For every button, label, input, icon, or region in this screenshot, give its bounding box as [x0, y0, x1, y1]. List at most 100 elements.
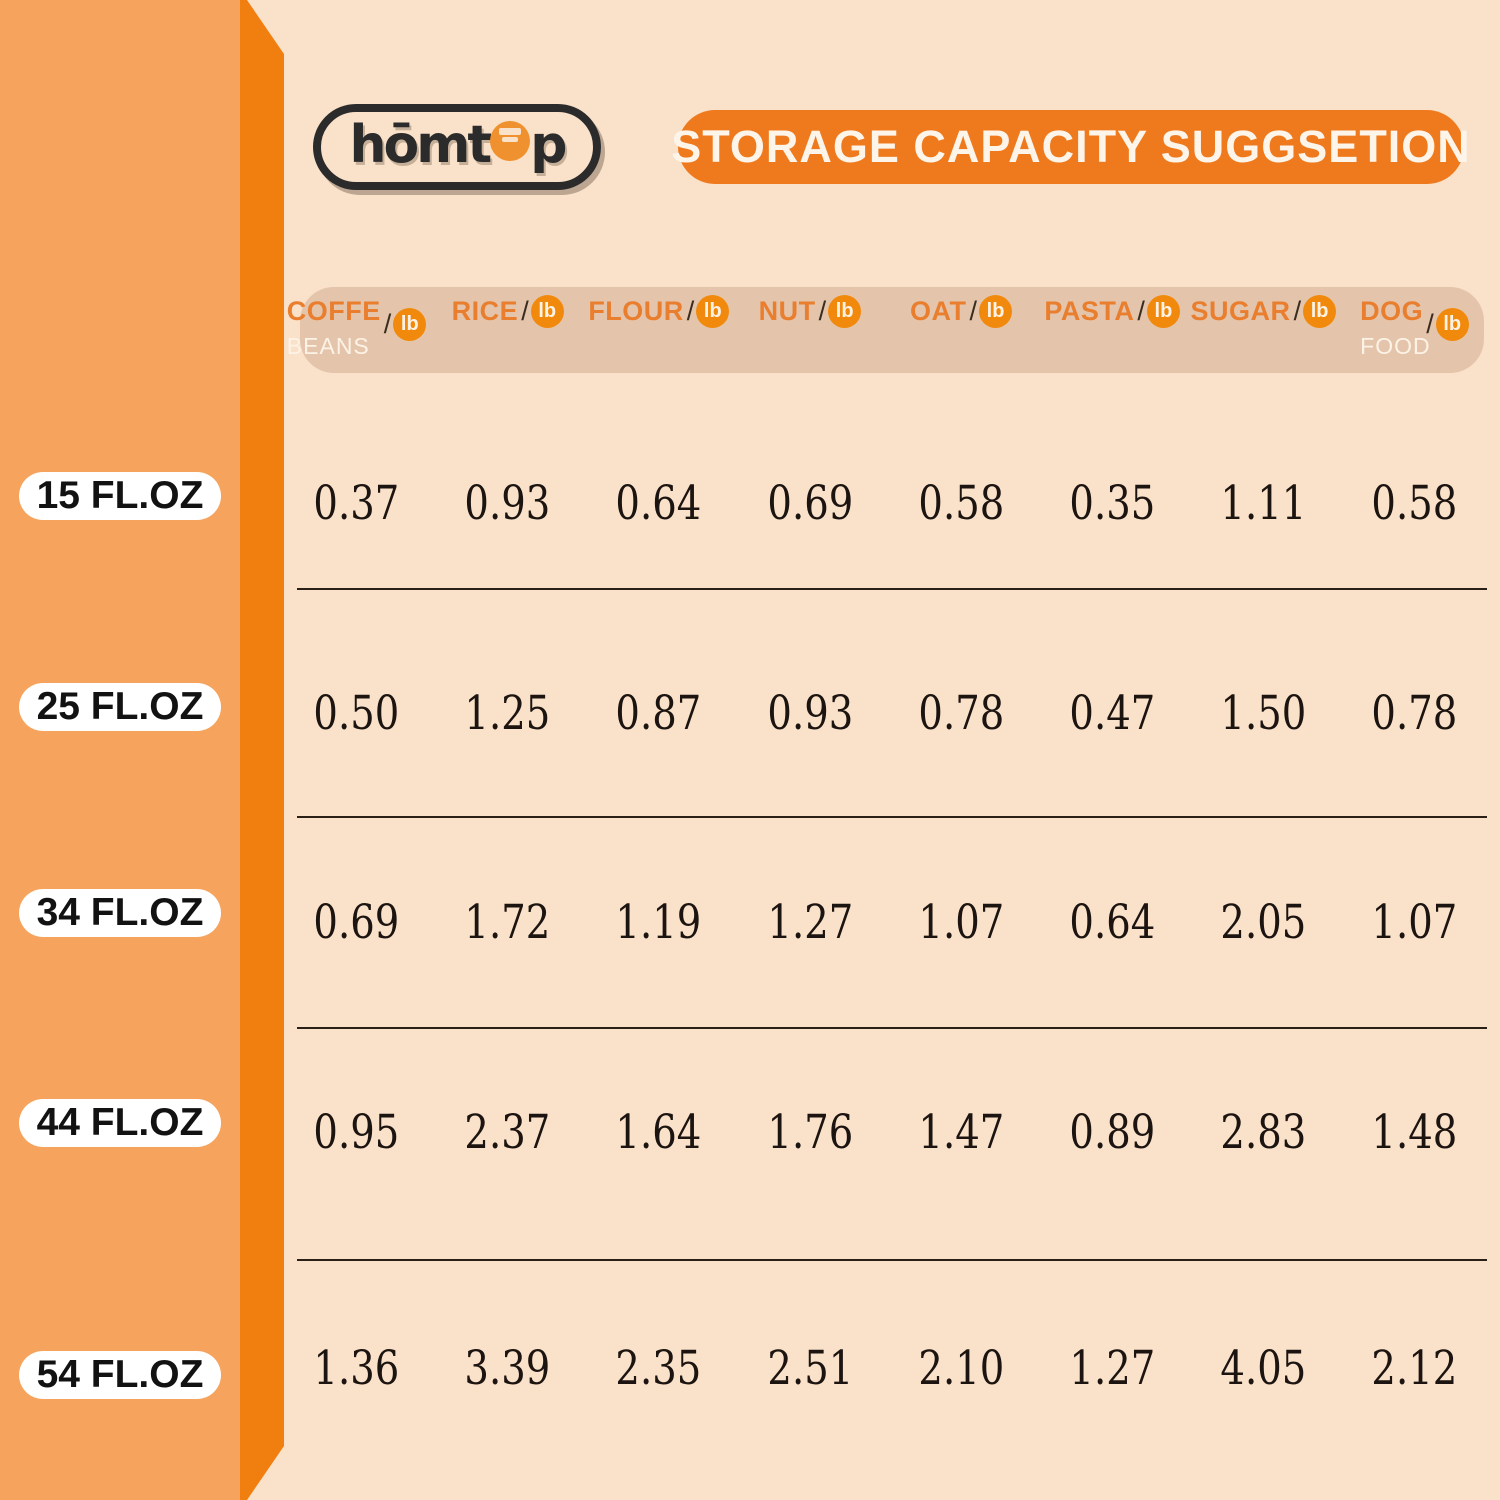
slash-separator: /: [1137, 296, 1145, 326]
table-cell: 1.27: [767, 894, 853, 950]
row-size-label: 44 FL.OZ: [36, 1101, 204, 1144]
table-cell: 1.27: [1069, 1340, 1156, 1396]
column-header-sugar: SUGAR / lb: [1188, 295, 1339, 369]
column-sublabel: [910, 333, 1012, 359]
jar-icon: [490, 121, 531, 161]
table-cell: 0.69: [767, 475, 853, 531]
table-row: 0.37 0.93 0.64 0.69 0.58 0.35 1.11 0.58: [281, 467, 1490, 539]
table-cell: 1.07: [1371, 894, 1458, 950]
table-row: 1.36 3.39 2.35 2.51 2.10 1.27 4.05 2.12: [281, 1332, 1490, 1404]
table-cell: 1.64: [615, 1104, 702, 1160]
column-sublabel: [452, 333, 564, 359]
table-cell: 0.64: [1069, 894, 1156, 950]
slash-separator: /: [818, 296, 827, 326]
table-cell: 0.58: [918, 475, 1004, 531]
column-label: OAT: [910, 296, 967, 326]
table-cell: 1.72: [464, 894, 551, 950]
slash-separator: /: [1293, 296, 1302, 326]
column-sublabel: BEANS: [286, 333, 370, 359]
column-sublabel: [1044, 333, 1180, 359]
row-divider: [297, 816, 1487, 818]
lb-unit-icon: lb: [1146, 295, 1180, 328]
column-label: RICE: [451, 296, 519, 326]
column-label: FLOUR: [588, 296, 684, 326]
table-cell: 4.05: [1220, 1340, 1307, 1396]
logo-text: hōmt p: [349, 115, 567, 175]
column-label: DOG: [1360, 296, 1424, 326]
table-cell: 1.19: [615, 894, 702, 950]
row-size-pill-15floz: 15 FL.OZ: [19, 472, 221, 520]
column-label: PASTA: [1044, 296, 1135, 326]
table-header-band: [300, 287, 1484, 373]
table-cell: 2.37: [464, 1104, 551, 1160]
left-orange-band: [0, 0, 240, 1500]
lb-unit-icon: lb: [530, 295, 564, 328]
table-cell: 0.89: [1069, 1104, 1156, 1160]
table-cell: 3.39: [464, 1340, 551, 1396]
table-cell: 1.76: [767, 1104, 853, 1160]
table-cell: 1.07: [918, 894, 1004, 950]
column-label: NUT: [758, 296, 816, 326]
row-size-pill-44floz: 44 FL.OZ: [19, 1099, 221, 1147]
lb-unit-icon: lb: [979, 295, 1013, 328]
table-row: 0.69 1.72 1.19 1.27 1.07 0.64 2.05 1.07: [281, 886, 1490, 958]
table-cell: 0.87: [615, 685, 702, 741]
column-sublabel: [1191, 333, 1337, 359]
row-size-label: 25 FL.OZ: [36, 685, 204, 728]
table-cell: 0.50: [313, 685, 400, 741]
homtop-logo: hōmt p: [313, 104, 601, 190]
lb-unit-icon: lb: [828, 295, 862, 328]
slash-separator: /: [686, 296, 695, 326]
title-banner: STORAGE CAPACITY SUGGSETION: [671, 110, 1470, 184]
table-cell: 0.37: [313, 475, 400, 531]
column-header-dog-food: DOG / lb FOOD: [1339, 295, 1490, 369]
table-cell: 1.11: [1220, 475, 1307, 531]
row-divider: [297, 588, 1487, 590]
column-sublabel: [588, 333, 729, 359]
table-cell: 0.47: [1069, 685, 1156, 741]
slash-separator: /: [521, 296, 529, 326]
table-row: 0.95 2.37 1.64 1.76 1.47 0.89 2.83 1.48: [281, 1096, 1490, 1168]
slash-separator: /: [969, 296, 978, 326]
row-size-label: 54 FL.OZ: [36, 1353, 204, 1396]
row-size-label: 15 FL.OZ: [36, 474, 204, 517]
column-sublabel: [759, 333, 862, 359]
column-header-pasta: PASTA / lb: [1037, 295, 1188, 369]
column-label: COFFE: [286, 296, 381, 326]
table-row: 0.50 1.25 0.87 0.93 0.78 0.47 1.50 0.78: [281, 677, 1490, 749]
table-cell: 0.35: [1069, 475, 1156, 531]
column-sublabel: FOOD: [1360, 333, 1431, 359]
row-size-pill-25floz: 25 FL.OZ: [19, 683, 221, 731]
table-cell: 1.48: [1371, 1104, 1458, 1160]
column-header-oat: OAT / lb: [886, 295, 1037, 369]
table-cell: 1.47: [918, 1104, 1004, 1160]
lb-unit-icon: lb: [1435, 308, 1469, 341]
table-cell: 0.78: [1371, 685, 1458, 741]
column-header-flour: FLOUR / lb: [583, 295, 734, 369]
table-cell: 0.69: [313, 894, 400, 950]
lb-unit-icon: lb: [696, 295, 730, 328]
lb-unit-icon: lb: [393, 308, 427, 341]
table-cell: 2.83: [1220, 1104, 1307, 1160]
row-divider: [297, 1027, 1487, 1029]
logo-text-right: p: [530, 115, 567, 175]
column-header-nut: NUT / lb: [734, 295, 885, 369]
table-cell: 0.58: [1371, 475, 1458, 531]
column-header-coffee-beans: COFFE / lb BEANS: [281, 295, 432, 369]
table-cell: 1.50: [1220, 685, 1307, 741]
table-cell: 2.05: [1220, 894, 1307, 950]
table-cell: 0.78: [918, 685, 1004, 741]
column-header-rice: RICE / lb: [432, 295, 583, 369]
table-cell: 0.93: [464, 475, 551, 531]
table-cell: 2.51: [767, 1340, 853, 1396]
table-cell: 1.36: [313, 1340, 400, 1396]
lb-unit-icon: lb: [1303, 295, 1337, 328]
left-dark-orange-ribbon: [240, 0, 284, 1500]
row-size-label: 34 FL.OZ: [36, 891, 204, 934]
table-cell: 0.95: [313, 1104, 400, 1160]
row-size-pill-54floz: 54 FL.OZ: [19, 1351, 221, 1399]
row-size-pill-34floz: 34 FL.OZ: [19, 889, 221, 937]
slash-separator: /: [1426, 309, 1434, 339]
logo-text-left: hōmt: [349, 115, 492, 175]
